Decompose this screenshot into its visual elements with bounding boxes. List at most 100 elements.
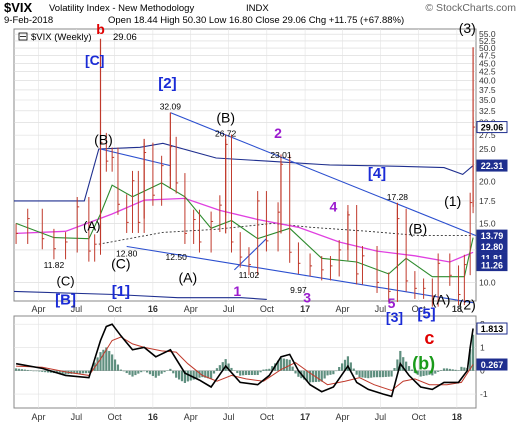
wave-label: 5 xyxy=(388,295,396,311)
histogram-bar xyxy=(346,356,350,371)
x-tick-label: 16 xyxy=(148,412,158,422)
histogram-bar xyxy=(268,368,271,371)
histogram-bar xyxy=(297,370,300,377)
wave-label: [4] xyxy=(368,165,386,182)
histogram-bar xyxy=(157,370,160,376)
indicator-x-axis: Apr Jul Oct 16 Apr Jul Oct 17 Apr Jul Oct 18 xyxy=(32,412,462,422)
exchange-label: INDX xyxy=(246,3,269,14)
x-tick-label: 17 xyxy=(300,304,310,314)
wave-label: [5] xyxy=(417,305,435,322)
histogram-bar xyxy=(76,370,79,374)
x-tick-label: Jul xyxy=(223,304,235,314)
histogram-bar xyxy=(46,370,50,373)
histogram-bar xyxy=(332,370,335,375)
value-labels: 32.09 26.72 23.01 17.28 11.82 12.80 12.50 11.02… xyxy=(44,102,409,295)
wave-label: [C] xyxy=(85,52,104,68)
histogram-bar xyxy=(160,370,163,374)
wave-annotations: (3) b [C] [2] (B) (B) 2 [4] 4 (1) (B) (A) (C) (C) [1] [… xyxy=(55,20,476,313)
x-tick-label: Apr xyxy=(336,412,350,422)
histogram-bar xyxy=(250,370,253,376)
histogram-bar xyxy=(227,363,230,371)
histogram-bar xyxy=(422,370,425,376)
y-tick-label: 17.5 xyxy=(479,196,496,206)
histogram-bar xyxy=(265,369,268,371)
histogram-bar xyxy=(236,370,239,374)
histogram-bar xyxy=(175,370,178,378)
x-tick-label: 18 xyxy=(452,304,462,314)
histogram-bar xyxy=(442,368,446,371)
value-label: 11.82 xyxy=(44,260,65,270)
histogram-bar xyxy=(73,370,76,374)
price-x-axis: Apr Jul Oct 16 Apr Jul Oct 17 Apr Jul Oct 18 xyxy=(32,304,462,314)
last-value-tag xyxy=(476,322,508,335)
wave-label: 3 xyxy=(303,290,311,306)
y-tick-label: 40.0 xyxy=(479,76,496,86)
wave-label: (C) xyxy=(111,256,130,272)
last-value-tag-label: 29.06 xyxy=(481,123,504,133)
value-label: 26.72 xyxy=(215,128,237,138)
histogram-bar xyxy=(29,370,32,371)
x-tick-label: Oct xyxy=(108,412,123,422)
x-tick-label: Apr xyxy=(184,304,198,314)
histogram-bar xyxy=(361,370,364,378)
last-value-tag-label: 11.26 xyxy=(481,261,503,271)
histogram-bar xyxy=(119,369,122,371)
histogram-bar xyxy=(451,369,454,371)
last-value-tag xyxy=(476,358,508,371)
value-label: 11.02 xyxy=(239,270,260,280)
histogram-bar xyxy=(308,370,312,383)
histogram-bar xyxy=(381,370,384,378)
wave-label: (B) xyxy=(216,109,235,125)
histogram-bar xyxy=(399,350,402,371)
histogram-bar xyxy=(145,370,149,373)
last-value-tag-label: 13.79 xyxy=(481,231,504,241)
histogram-bar xyxy=(355,370,358,375)
histogram-bar xyxy=(323,370,326,379)
indicator-y-tick-label: -1 xyxy=(480,389,488,399)
value-label: 32.09 xyxy=(160,102,182,112)
dotted-mid-line xyxy=(98,222,474,245)
histogram-bar xyxy=(108,350,111,371)
histogram-bar xyxy=(271,366,274,371)
histogram-bar xyxy=(291,366,294,371)
legend-series-value: 29.06 xyxy=(113,32,137,43)
wave-label: (3) xyxy=(459,20,476,36)
histogram-bar xyxy=(192,370,195,380)
y-tick-label: 50.0 xyxy=(479,43,496,53)
price-panel-frame xyxy=(13,28,477,302)
last-value-tag-label: 11.81 xyxy=(481,254,503,264)
x-tick-label: Oct xyxy=(412,412,427,422)
histogram-bar xyxy=(125,370,128,374)
x-tick-label: Jul xyxy=(375,304,387,314)
histogram-bar xyxy=(393,368,396,371)
y-tick-label: 15.0 xyxy=(479,218,496,228)
histogram-bar xyxy=(407,366,411,371)
histogram-bar xyxy=(102,349,105,371)
y-tick-label: 10.0 xyxy=(479,277,496,287)
last-value-tag-label: 12.80 xyxy=(481,242,504,252)
x-tick-label: Oct xyxy=(260,304,275,314)
histogram-bar xyxy=(99,352,102,371)
histogram-bar xyxy=(84,370,88,374)
histogram-bar xyxy=(320,370,323,382)
histogram-bar xyxy=(329,370,332,375)
price-bars xyxy=(15,38,476,307)
wave-label: (C) xyxy=(57,273,75,288)
histogram-bar xyxy=(463,367,466,371)
histogram-bar xyxy=(128,370,131,375)
y-tick-label: 27.5 xyxy=(479,130,496,140)
last-value-tag-label: 1.813 xyxy=(481,324,504,334)
histogram-bar xyxy=(61,370,64,374)
wave-label: [3] xyxy=(386,309,403,325)
histogram-bar xyxy=(32,370,35,372)
x-tick-label: Apr xyxy=(32,412,46,422)
x-tick-label: Jul xyxy=(71,412,83,422)
histogram-bar xyxy=(469,349,472,371)
histogram-bar xyxy=(413,370,416,374)
histogram-bar xyxy=(326,370,329,376)
histogram-bar xyxy=(148,370,152,375)
x-tick-label: Oct xyxy=(412,304,427,314)
histogram-bar xyxy=(253,370,256,376)
histogram-bar xyxy=(14,368,18,371)
histogram-bar xyxy=(317,370,320,382)
